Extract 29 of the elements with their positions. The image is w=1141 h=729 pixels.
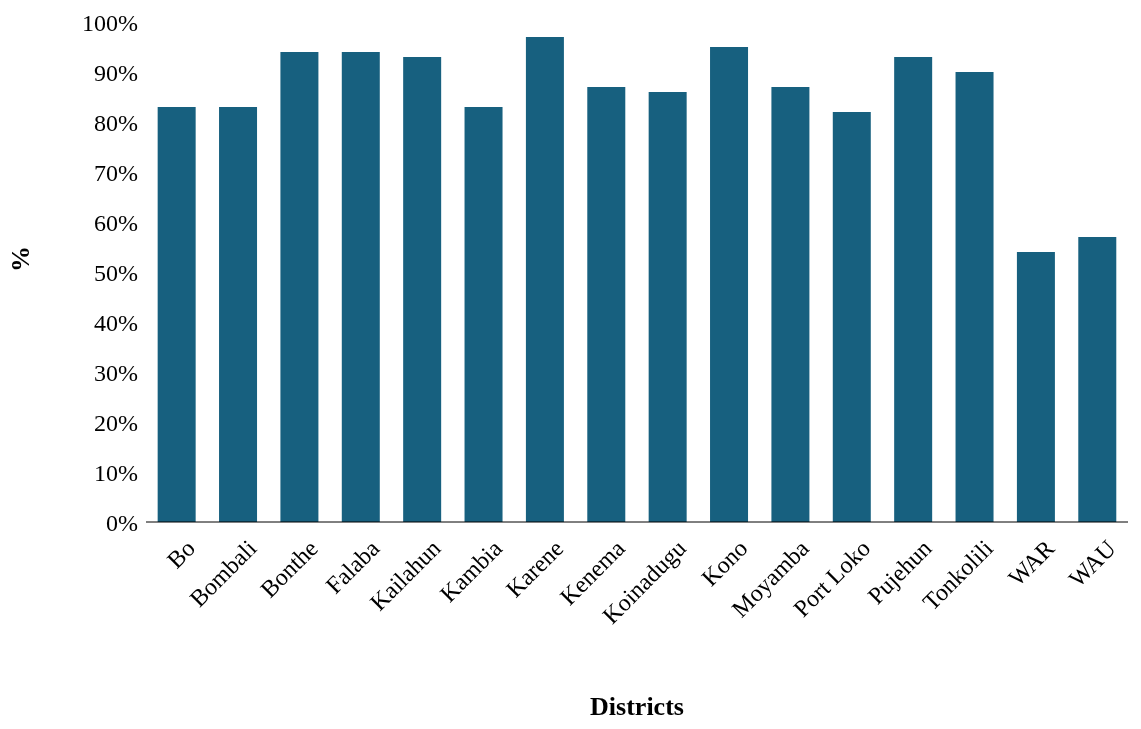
bar bbox=[771, 87, 810, 522]
bar bbox=[955, 72, 994, 522]
y-tick-label: 30% bbox=[94, 359, 138, 386]
y-tick-label: 70% bbox=[94, 159, 138, 186]
bar bbox=[219, 107, 258, 522]
x-axis-title: Districts bbox=[590, 692, 684, 721]
y-tick-label: 40% bbox=[94, 309, 138, 336]
bar bbox=[341, 52, 380, 522]
bar bbox=[157, 107, 196, 522]
bar bbox=[832, 112, 871, 522]
bar bbox=[525, 37, 564, 522]
bar bbox=[464, 107, 503, 522]
y-tick-label: 0% bbox=[106, 509, 138, 536]
bar bbox=[403, 57, 442, 522]
bar bbox=[1016, 252, 1055, 522]
y-tick-label: 90% bbox=[94, 59, 138, 86]
bar bbox=[280, 52, 319, 522]
bar bbox=[648, 92, 687, 522]
y-tick-label: 100% bbox=[82, 9, 138, 36]
bar bbox=[710, 47, 749, 522]
y-tick-label: 20% bbox=[94, 409, 138, 436]
y-tick-label: 50% bbox=[94, 259, 138, 286]
bar bbox=[587, 87, 626, 522]
y-tick-label: 60% bbox=[94, 209, 138, 236]
bar bbox=[894, 57, 933, 522]
bar bbox=[1078, 237, 1117, 522]
y-tick-label: 10% bbox=[94, 459, 138, 486]
y-axis-title: % bbox=[6, 246, 36, 272]
y-tick-label: 80% bbox=[94, 109, 138, 136]
